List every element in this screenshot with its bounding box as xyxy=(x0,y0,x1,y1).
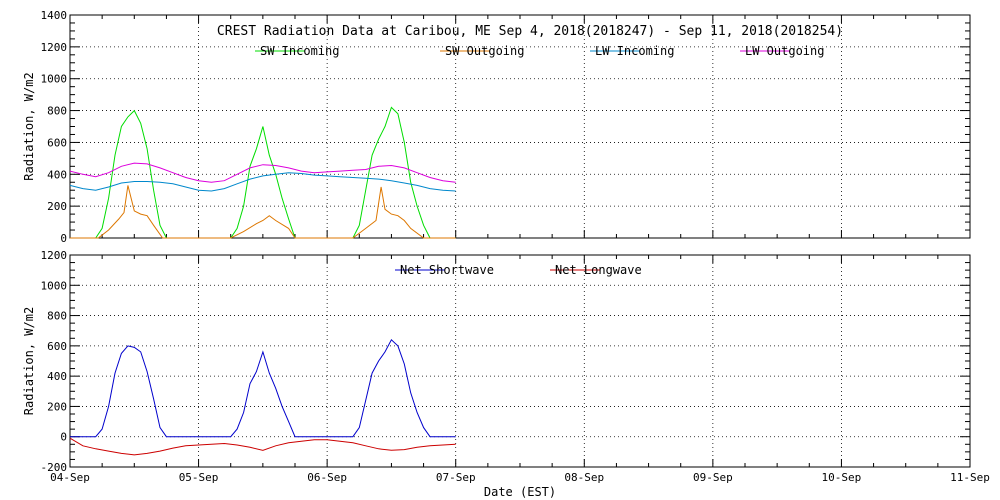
x-tick-label: 09-Sep xyxy=(693,471,733,484)
legend-label: LW Outgoing xyxy=(745,44,824,58)
y-tick-label: 800 xyxy=(47,105,67,118)
y-tick-label: 1000 xyxy=(41,73,68,86)
series-line-sw-outgoing xyxy=(70,185,456,239)
x-tick-label: 06-Sep xyxy=(307,471,347,484)
series-line-sw-incoming xyxy=(70,106,456,239)
y-tick-label: 600 xyxy=(47,136,67,149)
x-tick-label: 07-Sep xyxy=(436,471,476,484)
series-line-lw-incoming xyxy=(69,172,456,192)
chart-title: CREST Radiation Data at Caribou, ME Sep … xyxy=(217,24,843,39)
y-tick-label: 600 xyxy=(47,340,67,353)
x-tick-label: 08-Sep xyxy=(564,471,604,484)
x-tick-label: 10-Sep xyxy=(822,471,862,484)
y-tick-label: 800 xyxy=(47,310,67,323)
y-tick-label: 1200 xyxy=(41,41,68,54)
y-tick-label: 1000 xyxy=(41,279,68,292)
series-line-net-shortwave xyxy=(70,338,456,438)
y-tick-label: 200 xyxy=(47,400,67,413)
legend-label: SW Incoming xyxy=(260,44,339,58)
legend-label: SW Outgoing xyxy=(445,44,524,58)
y-tick-label: 1400 xyxy=(41,9,68,22)
series-line-net-longwave xyxy=(69,437,456,456)
legend-label: Net Shortwave xyxy=(400,263,494,277)
y-tick-label: 200 xyxy=(47,200,67,213)
x-axis-label: Date (EST) xyxy=(484,485,556,499)
y-axis-label: Radiation, W/m2 xyxy=(22,72,36,180)
y-tick-label: 0 xyxy=(60,232,67,245)
y-tick-label: 400 xyxy=(47,370,67,383)
y-tick-label: 400 xyxy=(47,168,67,181)
plot-frame xyxy=(69,254,971,468)
y-axis-label: Radiation, W/m2 xyxy=(22,307,36,415)
x-tick-label: 05-Sep xyxy=(179,471,219,484)
y-tick-label: 1200 xyxy=(41,249,68,262)
y-tick-label: 0 xyxy=(60,431,67,444)
legend-label: LW Incoming xyxy=(595,44,674,58)
x-tick-label: 04-Sep xyxy=(50,471,90,484)
legend-label: Net Longwave xyxy=(555,263,642,277)
x-tick-label: 11-Sep xyxy=(950,471,990,484)
y-tick-label: -200 xyxy=(41,461,68,474)
series-line-lw-outgoing xyxy=(69,162,456,183)
